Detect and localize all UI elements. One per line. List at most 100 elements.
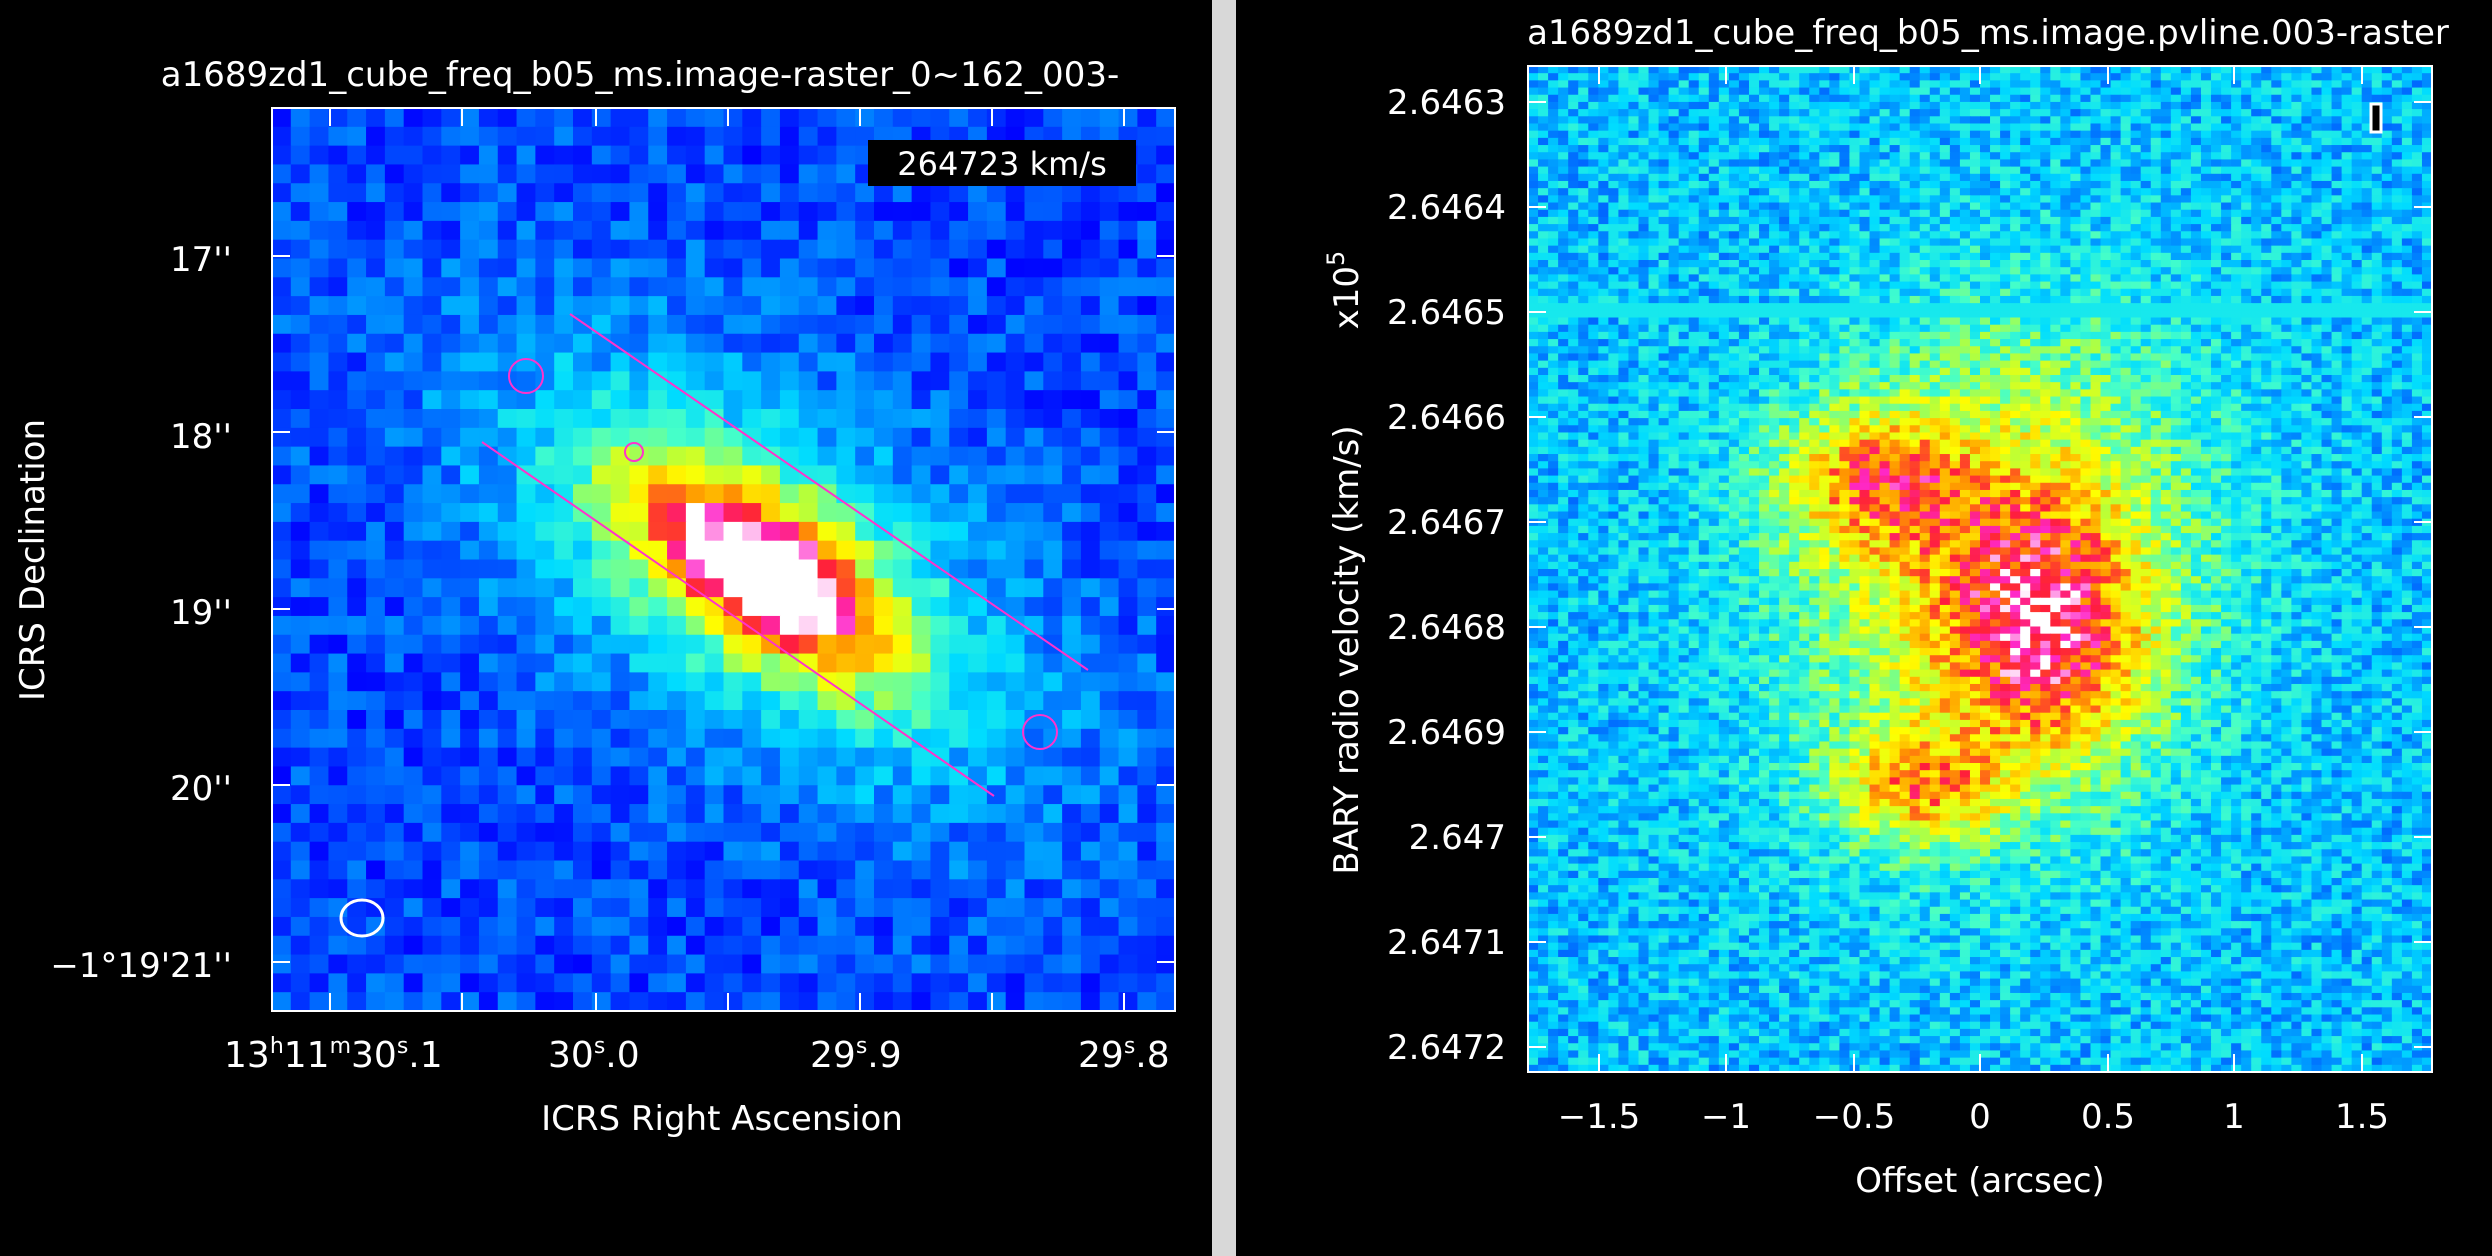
map-pixel: [1156, 634, 1176, 655]
map-pixel: [403, 691, 424, 711]
pv-pixel: [1568, 137, 1579, 146]
map-pixel: [1043, 597, 1063, 617]
pv-pixel: [2401, 137, 2413, 146]
pv-pixel: [2401, 80, 2413, 89]
pv-pixel: [2251, 87, 2262, 96]
pv-pixel: [2371, 260, 2383, 268]
pv-pixel: [1568, 202, 1579, 211]
map-pixel: [892, 615, 913, 636]
map-pixel: [836, 785, 856, 805]
map-pixel: [1137, 220, 1157, 241]
map-pixel: [309, 258, 330, 278]
pv-pixel: [2060, 252, 2071, 261]
pv-pixel: [2070, 260, 2082, 268]
map-pixel: [497, 653, 518, 673]
map-pixel: [1043, 691, 1063, 711]
map-pixel: [347, 126, 367, 147]
pv-pixel: [1618, 245, 1630, 254]
pv-pixel: [1769, 152, 1780, 161]
pv-pixel: [1909, 101, 1921, 110]
map-pixel: [309, 747, 330, 768]
map-pixel: [535, 164, 555, 184]
pv-pixel: [1909, 195, 1921, 204]
pv-pixel: [1718, 252, 1730, 261]
pv-pixel: [1839, 101, 1851, 110]
pv-pixel: [1769, 116, 1780, 125]
pv-pixel: [2030, 224, 2041, 232]
map-pixel: [554, 653, 574, 673]
pv-pixel: [2291, 231, 2303, 240]
map-pixel: [1156, 427, 1176, 448]
map-pixel: [986, 220, 1007, 241]
map-pixel: [629, 521, 649, 542]
pv-pixel: [2221, 137, 2232, 146]
map-pixel: [968, 634, 988, 655]
map-pixel: [384, 597, 405, 617]
pv-slice-edge: [569, 313, 1089, 671]
map-pixel: [366, 992, 386, 1012]
map-pixel: [441, 314, 461, 335]
pv-pixel: [2020, 224, 2031, 232]
pv-pixel: [1718, 274, 1730, 283]
pv-pixel: [1568, 209, 1579, 218]
map-pixel: [648, 409, 668, 429]
pv-pixel: [1969, 87, 1981, 96]
intensity-map: [272, 108, 1176, 1012]
map-pixel: [798, 860, 819, 880]
pv-pixel: [2271, 101, 2282, 110]
pv-pixel: [2341, 109, 2353, 117]
map-pixel: [629, 766, 649, 786]
map-pixel: [685, 879, 706, 899]
map-pixel: [685, 728, 706, 749]
pv-pixel: [1558, 245, 1569, 254]
map-pixel: [949, 785, 969, 805]
panel-divider[interactable]: [1212, 0, 1236, 1256]
pv-pixel: [1638, 180, 1650, 189]
pv-pixel: [1789, 123, 1800, 132]
map-pixel: [460, 521, 480, 542]
map-pixel: [1043, 352, 1063, 372]
pv-pixel: [1819, 116, 1830, 125]
pv-pixel: [2110, 130, 2122, 139]
map-pixel: [1137, 145, 1157, 166]
map-pixel: [1005, 220, 1026, 241]
pv-pixel: [2150, 159, 2162, 168]
pv-pixel: [1548, 195, 1559, 204]
map-pixel: [930, 954, 950, 974]
pv-pixel: [2200, 188, 2212, 196]
map-pixel: [949, 672, 969, 692]
map-pixel: [817, 409, 837, 429]
map-pixel: [1118, 578, 1138, 598]
map-pixel: [272, 145, 292, 166]
map-pixel: [648, 992, 668, 1012]
map-pixel: [911, 371, 932, 391]
pv-pixel: [1658, 195, 1670, 204]
map-pixel: [949, 503, 969, 523]
pv-pixel: [2110, 209, 2122, 218]
map-pixel: [892, 503, 913, 523]
pv-pixel: [2150, 94, 2162, 103]
map-pixel: [723, 239, 743, 260]
pv-pixel: [2231, 145, 2242, 153]
map-pixel: [460, 973, 480, 993]
map-pixel: [347, 296, 367, 316]
map-pixel: [366, 916, 386, 937]
map-pixel: [1118, 258, 1138, 278]
map-pixel: [1080, 258, 1101, 278]
map-pixel: [648, 108, 668, 128]
pv-pixel: [2180, 94, 2192, 103]
map-pixel: [629, 239, 649, 260]
pv-pixel: [2421, 109, 2433, 117]
pv-pixel: [1799, 66, 1810, 74]
pv-pixel: [1558, 224, 1569, 232]
pv-pixel: [2200, 80, 2212, 89]
pv-pixel: [1959, 145, 1971, 153]
map-pixel: [1062, 108, 1082, 128]
pv-pixel: [1548, 231, 1559, 240]
map-pixel: [347, 521, 367, 542]
map-pixel: [535, 954, 555, 974]
map-pixel: [1156, 446, 1176, 467]
pv-pixel: [2311, 152, 2323, 161]
map-pixel: [855, 578, 875, 598]
map-pixel: [798, 258, 819, 278]
